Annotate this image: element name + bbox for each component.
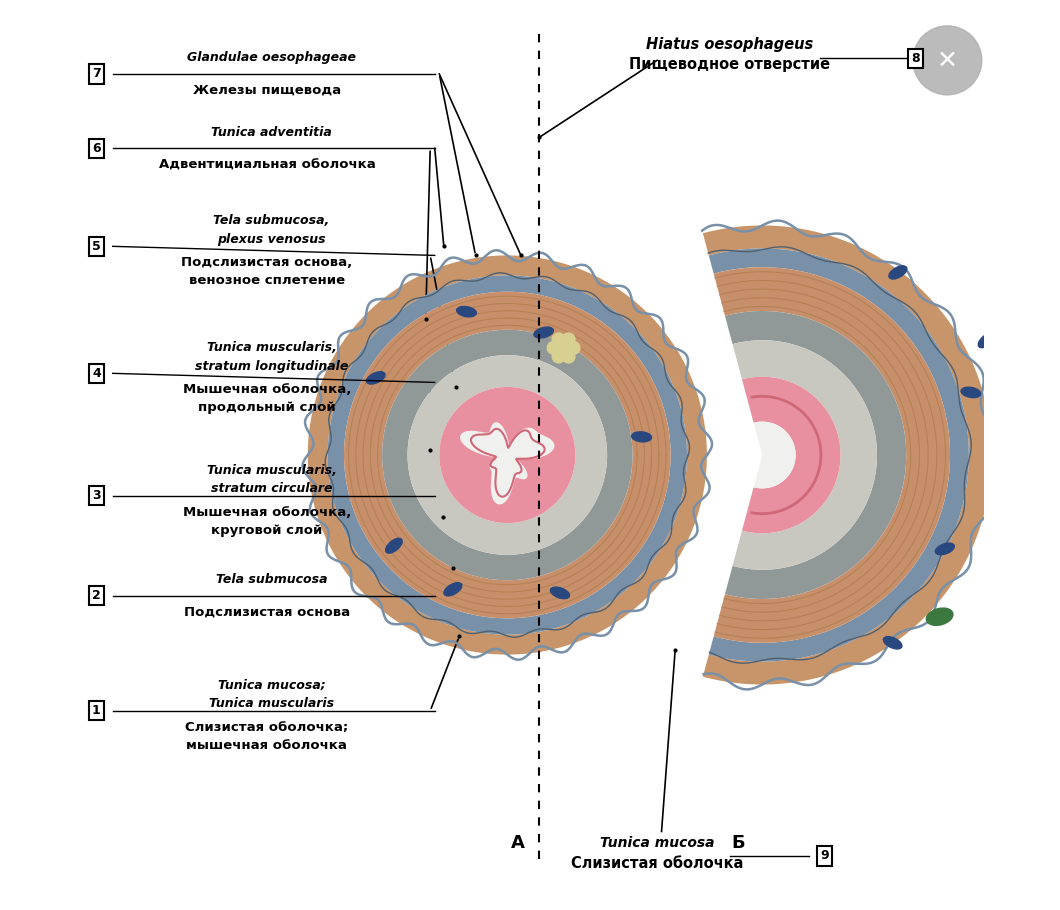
Text: Слизистая оболочка;: Слизистая оболочка; <box>186 721 349 733</box>
Polygon shape <box>478 426 536 484</box>
Text: 1: 1 <box>92 704 101 717</box>
Ellipse shape <box>552 350 565 363</box>
Polygon shape <box>344 292 671 618</box>
Circle shape <box>913 25 982 95</box>
Ellipse shape <box>992 481 1012 491</box>
Polygon shape <box>407 355 607 555</box>
Text: Пищеводное отверстие: Пищеводное отверстие <box>629 57 830 73</box>
Ellipse shape <box>567 341 580 354</box>
Text: Мышечная оболочка,: Мышечная оболочка, <box>182 506 351 519</box>
Text: 2: 2 <box>92 589 101 602</box>
Text: Подслизистая основа,: Подслизистая основа, <box>181 257 353 269</box>
Ellipse shape <box>926 608 953 625</box>
Ellipse shape <box>632 432 652 442</box>
Text: 9: 9 <box>820 850 829 863</box>
Polygon shape <box>382 329 633 581</box>
Text: Tela submucosa: Tela submucosa <box>215 572 328 586</box>
Polygon shape <box>461 423 553 504</box>
Text: 5: 5 <box>92 240 101 253</box>
Text: Glandulae oesophageae: Glandulae oesophageae <box>187 51 356 64</box>
Text: Мышечная оболочка,: Мышечная оболочка, <box>182 383 351 396</box>
Text: Tunica adventitia: Tunica adventitia <box>211 126 332 138</box>
Ellipse shape <box>457 307 476 317</box>
Text: 6: 6 <box>92 142 101 155</box>
Text: 3: 3 <box>92 490 101 502</box>
Text: Б: Б <box>731 834 745 853</box>
Text: Tunica muscularis: Tunica muscularis <box>209 697 334 710</box>
Ellipse shape <box>534 327 553 338</box>
Polygon shape <box>703 226 992 684</box>
Text: мышечная оболочка: мышечная оболочка <box>187 739 348 752</box>
Polygon shape <box>328 276 687 634</box>
Ellipse shape <box>883 637 902 649</box>
Ellipse shape <box>935 543 954 555</box>
Polygon shape <box>732 340 877 570</box>
Text: Tunica muscularis,: Tunica muscularis, <box>207 464 336 477</box>
Text: stratum circulare: stratum circulare <box>211 482 332 495</box>
Text: Железы пищевода: Железы пищевода <box>193 84 341 96</box>
Ellipse shape <box>889 266 907 279</box>
Polygon shape <box>441 389 573 521</box>
Polygon shape <box>725 311 906 599</box>
Text: круговой слой: круговой слой <box>211 524 322 537</box>
Polygon shape <box>439 387 576 523</box>
Polygon shape <box>754 421 796 489</box>
Ellipse shape <box>552 333 565 346</box>
Ellipse shape <box>978 333 995 348</box>
Text: ✕: ✕ <box>937 48 958 73</box>
Text: А: А <box>511 834 525 853</box>
Text: Tela submucosa,: Tela submucosa, <box>213 215 330 228</box>
Ellipse shape <box>961 387 981 398</box>
Text: plexus venosus: plexus venosus <box>217 233 325 246</box>
Polygon shape <box>742 377 841 533</box>
Polygon shape <box>713 268 950 642</box>
Text: Адвентициальная оболочка: Адвентициальная оболочка <box>159 158 375 171</box>
Text: 8: 8 <box>912 52 920 65</box>
Text: Hiatus oesophageus: Hiatus oesophageus <box>646 36 813 52</box>
Polygon shape <box>307 256 707 654</box>
Text: Подслизистая основа: Подслизистая основа <box>183 605 350 619</box>
Ellipse shape <box>367 371 385 384</box>
Text: венозное сплетение: венозное сплетение <box>189 274 344 288</box>
Ellipse shape <box>559 342 569 353</box>
Ellipse shape <box>386 538 402 553</box>
Ellipse shape <box>547 341 560 354</box>
Text: продольный слой: продольный слой <box>198 401 336 414</box>
Text: Слизистая оболочка: Слизистая оболочка <box>571 855 743 871</box>
Text: 4: 4 <box>92 367 101 379</box>
Ellipse shape <box>562 333 575 346</box>
Text: stratum longitudinale: stratum longitudinale <box>195 359 348 372</box>
Ellipse shape <box>562 350 575 363</box>
Ellipse shape <box>444 582 462 596</box>
Text: 7: 7 <box>92 67 101 80</box>
Text: Tunica muscularis,: Tunica muscularis, <box>207 341 336 355</box>
Text: Tunica mucosa: Tunica mucosa <box>600 836 714 850</box>
Text: Tunica mucosa;: Tunica mucosa; <box>217 679 325 692</box>
Polygon shape <box>709 248 969 662</box>
Ellipse shape <box>550 587 569 599</box>
